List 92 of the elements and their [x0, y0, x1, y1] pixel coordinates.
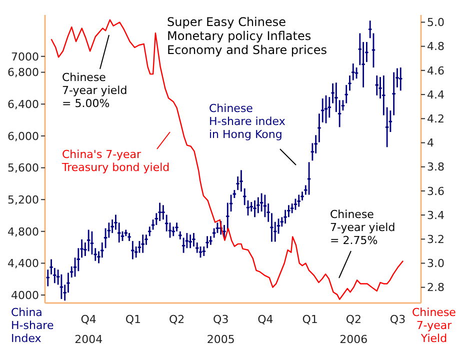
- y2-tick-label: 3.4: [427, 208, 444, 222]
- y-tick-label: 4,800: [8, 225, 39, 238]
- candlestick: [52, 267, 57, 284]
- candlestick: [184, 232, 190, 249]
- candlestick: [178, 230, 182, 240]
- candlestick: [204, 235, 210, 249]
- candlestick: [218, 220, 224, 236]
- y2-tick-label: 3.6: [427, 184, 444, 198]
- candlestick: [59, 274, 64, 300]
- candlestick: [174, 222, 180, 232]
- candlestick: [198, 246, 203, 258]
- candlestick: [262, 194, 268, 218]
- candlestick: [334, 82, 338, 113]
- candlestick: [337, 99, 342, 128]
- text: Chinese H-share index in Hong Kong: [209, 102, 286, 141]
- y2-tick-label: 4.6: [427, 64, 444, 78]
- candlestick: [140, 234, 146, 254]
- candlestick: [222, 224, 227, 238]
- y-axis-title: China H-share Index: [11, 306, 54, 345]
- y-tick-label: 5,600: [8, 162, 39, 175]
- candlestick: [48, 258, 54, 276]
- candlestick: [130, 240, 135, 260]
- y-tick-label: 4,400: [8, 257, 39, 270]
- candlestick: [368, 20, 372, 39]
- y2-tick-label: 3.8: [427, 160, 444, 174]
- candlestick: [194, 242, 200, 254]
- candlestick: [316, 112, 322, 143]
- candlestick: [158, 202, 162, 222]
- candlestick: [147, 226, 152, 237]
- x-tick-label: Q4 2004: [74, 313, 103, 346]
- y-tick-label: 6,400: [8, 98, 39, 112]
- candlestick: [344, 84, 349, 104]
- candlestick: [126, 232, 132, 242]
- candlestick: [371, 32, 376, 68]
- y2-tick-label: 3.2: [427, 233, 444, 246]
- x-tick-label: Q1: [125, 313, 142, 326]
- candlestick: [347, 74, 352, 92]
- candlestick: [290, 202, 294, 214]
- y2-tick-label: 2.8: [427, 281, 444, 294]
- candlestick: [160, 204, 166, 220]
- candlestick: [256, 196, 260, 214]
- legend-label: China's 7-year Treasury bond yield: [62, 148, 170, 174]
- candlestick: [324, 94, 328, 124]
- candlestick: [306, 161, 312, 196]
- y-tick-label: 4000: [11, 288, 39, 302]
- candlestick: [296, 194, 302, 208]
- text: Super Easy Chinese Monetary policy Inflates Economy and Share prices: [167, 15, 328, 57]
- candlestick: [232, 189, 237, 199]
- candlestick: [374, 74, 380, 96]
- y2-tick-label: 4: [427, 136, 434, 150]
- candlestick: [381, 74, 386, 116]
- annotation: Chinese 7-year yield = 5.00%: [62, 71, 128, 110]
- candlestick: [269, 212, 274, 242]
- annotation: Chinese 7-year yield = 2.75%: [330, 208, 396, 247]
- y-tick-label: 6,000: [8, 130, 39, 143]
- candlestick: [242, 188, 247, 206]
- y2-tick-label: 3.0: [427, 257, 444, 270]
- y2-tick-label: 5.0: [427, 16, 444, 30]
- y2-tick-label: 4.8: [427, 40, 444, 54]
- candlestick: [188, 234, 193, 249]
- x-tick-label: Q3 2005: [206, 313, 235, 346]
- y2-axis-title: Chinese 7-year Yield: [412, 306, 456, 345]
- candlestick: [124, 229, 128, 237]
- x-tick-label: Q4: [258, 313, 274, 326]
- candlestick: [252, 200, 258, 218]
- x-tick-label: Q2 2006: [340, 313, 368, 346]
- y-tick-label: 5,200: [8, 193, 39, 206]
- candlestick: [86, 229, 91, 252]
- x-tick-label: Q1: [302, 313, 318, 326]
- candlestick: [191, 232, 196, 248]
- candlestick: [350, 62, 356, 81]
- y2-tick-label: 4.4: [427, 88, 444, 102]
- candlestick: [215, 222, 220, 234]
- candlestick: [283, 209, 288, 224]
- candlestick: [320, 98, 325, 124]
- candlestick: [354, 66, 359, 80]
- candlestick: [238, 169, 244, 192]
- y2-tick-label: 4.2: [427, 112, 444, 126]
- x-tick-label: Q3: [390, 313, 406, 326]
- y-tick-label: 7000: [11, 50, 39, 64]
- candlestick: [392, 72, 396, 116]
- candlestick: [202, 246, 206, 257]
- candlestick: [181, 237, 186, 254]
- candlestick: [246, 200, 250, 216]
- candlestick: [293, 198, 298, 211]
- x-tick-label: Q2: [168, 313, 185, 326]
- candlestick: [171, 226, 176, 237]
- candlestick: [384, 106, 390, 148]
- candlestick: [208, 235, 213, 246]
- candlestick: [110, 218, 115, 234]
- candlestick: [398, 66, 403, 92]
- y-tick-label: 6,800: [8, 66, 39, 80]
